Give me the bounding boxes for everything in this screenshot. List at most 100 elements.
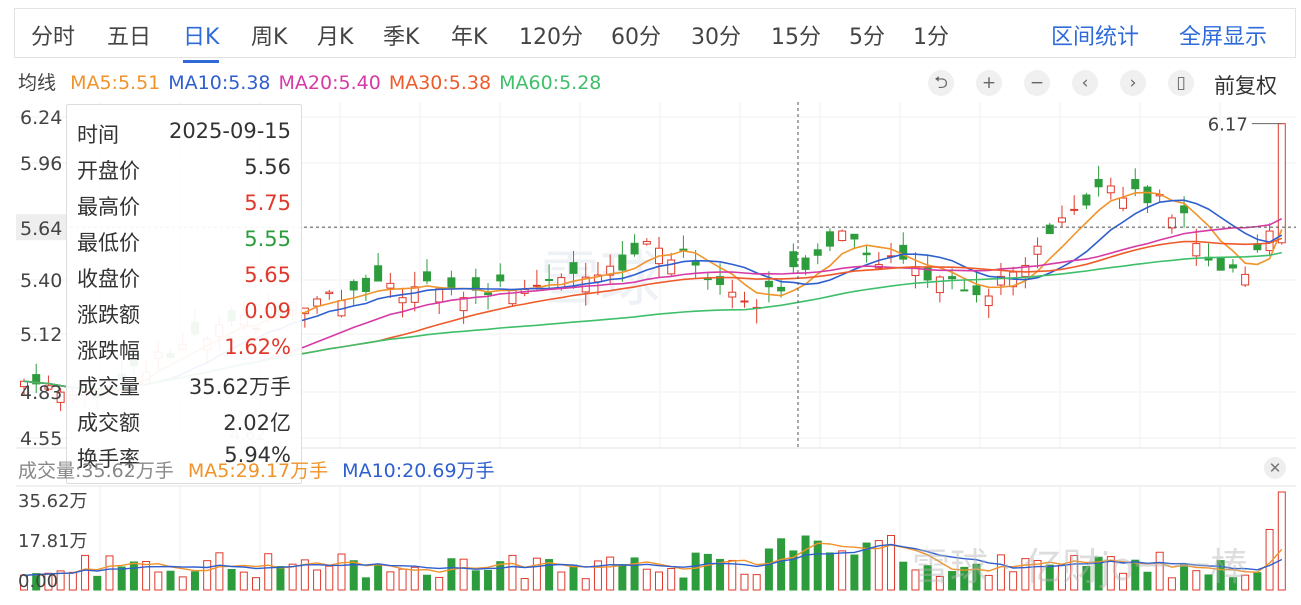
candle-body: [813, 249, 822, 256]
volume-bar: [1167, 577, 1176, 591]
tab-5[interactable]: 季K: [383, 25, 420, 50]
tab-11[interactable]: 5分: [849, 25, 885, 50]
candle-body: [532, 284, 541, 287]
volume-bar: [911, 569, 920, 591]
candle-body: [1143, 186, 1152, 204]
fullscreen-button[interactable]: 全屏显示: [1179, 25, 1268, 50]
tab-10[interactable]: 15分: [771, 25, 821, 50]
crosshair-label-bg: [16, 214, 66, 241]
volume-bar: [1131, 559, 1140, 591]
ma-legend: 均线 MA5:5.51 MA10:5.38 MA20:5.40 MA30:5.38 MA…: [18, 68, 609, 95]
candle-body: [1070, 208, 1079, 211]
candle-body: [459, 297, 468, 312]
volume-bar: [996, 554, 1005, 591]
volume-bar: [1070, 555, 1079, 591]
tooltip-key: 最高价: [77, 195, 140, 219]
tab-6[interactable]: 年K: [451, 25, 488, 50]
close-volume-icon[interactable]: ✕: [1264, 457, 1286, 479]
candle-body: [630, 242, 639, 255]
tab-8[interactable]: 60分: [611, 25, 661, 50]
candle-body: [325, 291, 334, 295]
volume-legend-ma10: MA10:20.69万手: [342, 460, 495, 482]
ma-legend-item-4: MA60:5.28: [499, 72, 602, 94]
candle-body: [801, 257, 810, 270]
tooltip-row-7: 成交量 35.62万手: [77, 371, 291, 399]
volume-bar: [239, 571, 248, 591]
tab-4[interactable]: 月K: [317, 25, 354, 50]
ma-legend-label: 均线: [18, 72, 57, 94]
tab-2[interactable]: 日K: [183, 19, 220, 63]
tooltip-row-2: 最高价 5.75: [77, 191, 291, 219]
volume-bar: [105, 555, 114, 591]
tab-3[interactable]: 周K: [251, 25, 288, 50]
volume-bar: [618, 564, 627, 591]
volume-bar: [1082, 565, 1091, 591]
candle-body: [972, 285, 981, 296]
tooltip-key: 最低价: [77, 231, 140, 255]
volume-bar: [874, 540, 883, 591]
candle-body: [984, 295, 993, 307]
price-tick-label: 5.12: [20, 324, 62, 346]
volume-bar: [667, 568, 676, 591]
tab-7[interactable]: 120分: [519, 25, 583, 50]
price-tick-label: 5.40: [20, 270, 62, 292]
undo-icon[interactable]: ⮌: [928, 70, 954, 96]
ma-legend-item-1: MA10:5.38: [168, 72, 271, 94]
volume-legend: 成交量:35.62万手 MA5:29.17万手 MA10:20.69万手: [18, 456, 495, 483]
candle-body: [1119, 197, 1128, 209]
candle-body: [32, 374, 41, 385]
candle-body: [435, 288, 444, 303]
tooltip-value: 0.09: [244, 299, 291, 323]
volume-bar: [1216, 560, 1225, 591]
chevron-right-icon[interactable]: ›: [1120, 70, 1146, 96]
range-stats-button[interactable]: 区间统计: [1051, 25, 1140, 50]
candle-body: [349, 281, 358, 291]
volume-bar: [178, 576, 187, 591]
candle-body: [545, 278, 554, 281]
volume-bar: [960, 566, 969, 591]
volume-bar: [117, 566, 126, 591]
zoom-out-icon[interactable]: −: [1024, 70, 1050, 96]
candle-body: [777, 286, 786, 292]
volume-bar: [545, 559, 554, 591]
volume-bar: [581, 578, 590, 591]
tooltip-row-5: 涨跌额 0.09: [77, 299, 291, 327]
volume-bar: [349, 560, 358, 591]
candle-icon[interactable]: ▯: [1168, 70, 1194, 96]
tooltip-key: 涨跌额: [77, 303, 140, 327]
volume-bar: [532, 557, 541, 591]
volume-bar: [740, 573, 749, 591]
zoom-in-icon[interactable]: +: [976, 70, 1002, 96]
volume-bar: [1253, 572, 1262, 591]
candle-body: [899, 244, 908, 260]
candle-body: [618, 254, 627, 271]
chevron-left-icon[interactable]: ‹: [1072, 70, 1098, 96]
candle-body: [691, 261, 700, 266]
volume-bar: [374, 564, 383, 591]
candle-body: [935, 276, 944, 294]
tab-12[interactable]: 1分: [913, 25, 949, 50]
tab-1[interactable]: 五日: [107, 25, 152, 50]
volume-bar: [166, 570, 175, 591]
volume-bar: [1106, 556, 1115, 591]
volume-bar: [276, 566, 285, 591]
candle-body: [825, 231, 834, 247]
volume-bar: [435, 576, 444, 591]
volume-bar: [129, 561, 138, 591]
tooltip-key: 换手率: [77, 447, 140, 471]
tooltip-row-1: 开盘价 5.56: [77, 155, 291, 183]
tooltip-row-3: 最低价 5.55: [77, 227, 291, 255]
candle-body: [1033, 245, 1042, 255]
volume-bar: [264, 553, 273, 591]
candle-body: [1180, 205, 1189, 214]
tab-9[interactable]: 30分: [691, 25, 741, 50]
tab-0[interactable]: 分时: [31, 25, 76, 50]
adjust-mode-button[interactable]: 前复权: [1214, 74, 1277, 98]
volume-bar: [190, 571, 199, 591]
price-tick-label: 5.64: [20, 218, 62, 240]
tooltip-value: 5.56: [244, 155, 291, 179]
data-tooltip: 时间 2025-09-15 开盘价 5.56 最高价 5.75 最低价 5.55 收盘价 5.65…: [66, 104, 302, 484]
volume-bar: [56, 570, 65, 591]
candle-body: [1057, 217, 1066, 223]
